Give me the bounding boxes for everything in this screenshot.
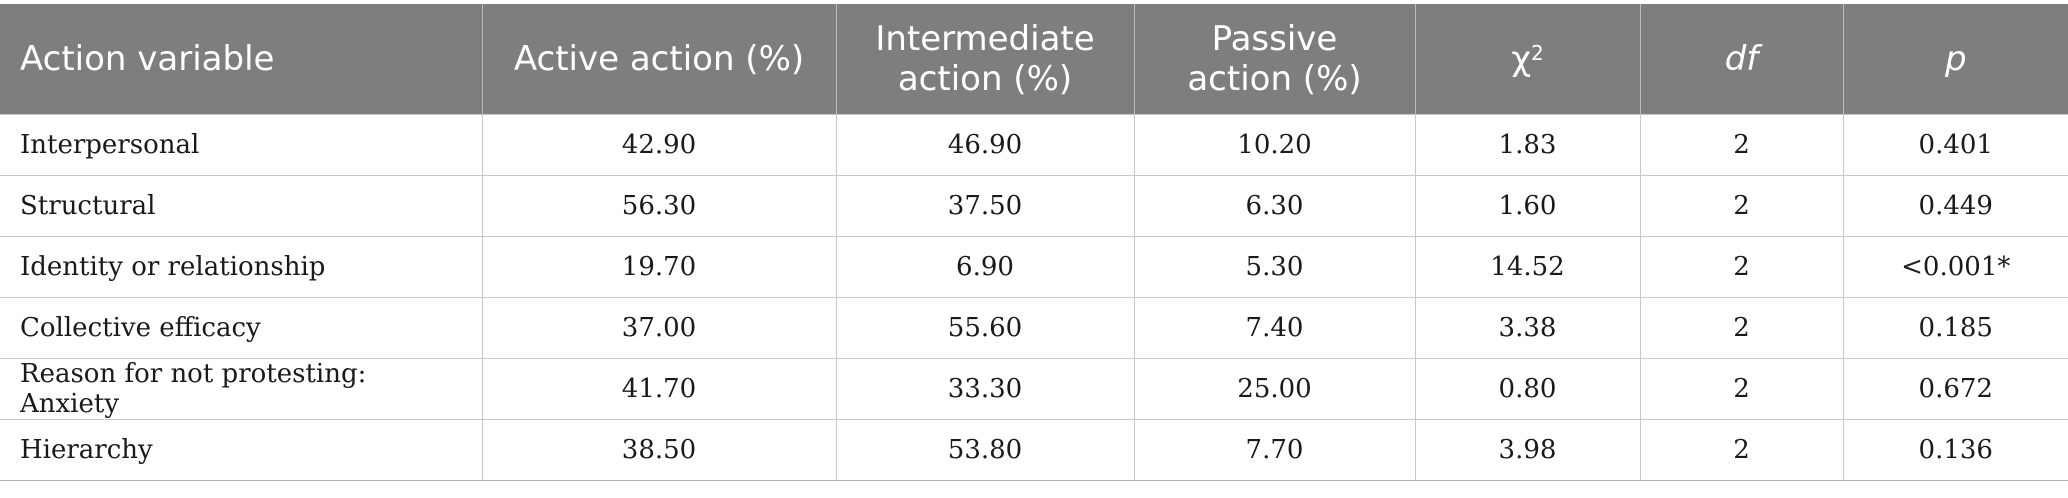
cell-active: 19.70: [481, 235, 837, 298]
table-row: Identity or relationship 19.70 6.90 5.30…: [0, 235, 2068, 298]
cell-intermediate: 6.90: [835, 235, 1135, 298]
header-passive-action: Passive action (%): [1133, 4, 1416, 114]
cell-passive: 10.20: [1133, 113, 1416, 176]
cell-passive: 7.40: [1133, 296, 1416, 359]
cell-active: 38.50: [481, 418, 837, 481]
cell-variable: Hierarchy: [0, 418, 483, 481]
results-table: Action variable Active action (%) Interm…: [0, 4, 2068, 481]
cell-chi2: 14.52: [1414, 235, 1641, 298]
cell-df: 2: [1639, 113, 1844, 176]
header-chi-symbol: χ: [1511, 38, 1531, 79]
table-body: Interpersonal 42.90 46.90 10.20 1.83 2 0…: [0, 113, 2068, 481]
cell-chi2: 3.98: [1414, 418, 1641, 481]
cell-active: 56.30: [481, 174, 837, 237]
header-chi-superscript: 2: [1530, 40, 1544, 65]
cell-intermediate: 55.60: [835, 296, 1135, 359]
cell-chi2: 1.83: [1414, 113, 1641, 176]
cell-p: 0.185: [1842, 296, 2068, 359]
cell-active: 41.70: [481, 357, 837, 420]
table-header: Action variable Active action (%) Interm…: [0, 4, 2068, 114]
cell-variable: Interpersonal: [0, 113, 483, 176]
table-row: Interpersonal 42.90 46.90 10.20 1.83 2 0…: [0, 113, 2068, 176]
header-intermediate-line2: action (%): [897, 58, 1073, 99]
cell-variable: Structural: [0, 174, 483, 237]
header-df: df: [1639, 4, 1844, 114]
header-action-variable: Action variable: [0, 4, 483, 114]
cell-active: 37.00: [481, 296, 837, 359]
cell-intermediate: 53.80: [835, 418, 1135, 481]
header-passive-line1: Passive: [1211, 18, 1338, 59]
cell-p: 0.136: [1842, 418, 2068, 481]
cell-variable: Collective efficacy: [0, 296, 483, 359]
table-row: Hierarchy 38.50 53.80 7.70 3.98 2 0.136: [0, 418, 2068, 481]
cell-passive: 25.00: [1133, 357, 1416, 420]
cell-variable: Identity or relationship: [0, 235, 483, 298]
header-p: p: [1842, 4, 2068, 114]
cell-intermediate: 46.90: [835, 113, 1135, 176]
cell-p: 0.672: [1842, 357, 2068, 420]
cell-passive: 6.30: [1133, 174, 1416, 237]
cell-df: 2: [1639, 174, 1844, 237]
cell-p: <0.001*: [1842, 235, 2068, 298]
cell-intermediate: 33.30: [835, 357, 1135, 420]
cell-variable: Reason for not protesting: Anxiety: [0, 357, 483, 420]
cell-intermediate: 37.50: [835, 174, 1135, 237]
cell-df: 2: [1639, 296, 1844, 359]
cell-p: 0.401: [1842, 113, 2068, 176]
cell-chi2: 0.80: [1414, 357, 1641, 420]
cell-active: 42.90: [481, 113, 837, 176]
cell-chi2: 3.38: [1414, 296, 1641, 359]
header-chi-square: χ2: [1414, 4, 1641, 114]
cell-chi2: 1.60: [1414, 174, 1641, 237]
table-row: Collective efficacy 37.00 55.60 7.40 3.3…: [0, 296, 2068, 359]
header-intermediate-line1: Intermediate: [875, 18, 1095, 59]
header-intermediate-action: Intermediate action (%): [835, 4, 1135, 114]
header-row: Action variable Active action (%) Interm…: [0, 4, 2068, 114]
cell-p: 0.449: [1842, 174, 2068, 237]
cell-df: 2: [1639, 418, 1844, 481]
cell-df: 2: [1639, 357, 1844, 420]
cell-passive: 5.30: [1133, 235, 1416, 298]
cell-passive: 7.70: [1133, 418, 1416, 481]
table-row: Structural 56.30 37.50 6.30 1.60 2 0.449: [0, 174, 2068, 237]
header-active-action: Active action (%): [481, 4, 837, 114]
header-passive-line2: action (%): [1187, 58, 1362, 99]
cell-df: 2: [1639, 235, 1844, 298]
table-row: Reason for not protesting: Anxiety 41.70…: [0, 357, 2068, 420]
